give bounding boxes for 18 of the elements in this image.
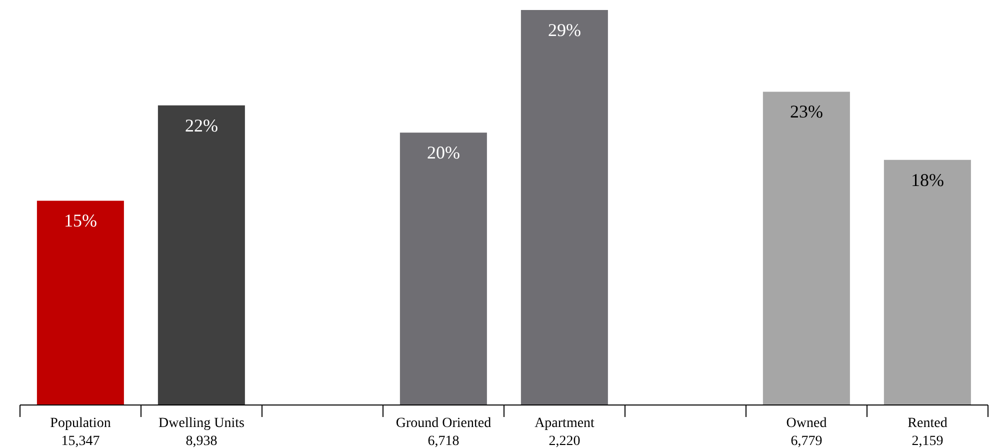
x-tick-label: Dwelling Units 8,938 bbox=[158, 416, 244, 448]
data-label: 15% bbox=[64, 210, 97, 231]
data-label: 29% bbox=[548, 20, 581, 40]
bar bbox=[158, 105, 245, 405]
bar bbox=[762, 92, 850, 405]
bar bbox=[884, 160, 971, 405]
bar bbox=[400, 132, 487, 405]
bar bbox=[520, 10, 608, 405]
bar bbox=[36, 200, 124, 405]
data-label: 18% bbox=[910, 170, 944, 190]
data-label: 22% bbox=[184, 115, 218, 136]
x-tick-label: Ground Oriented 6,718 bbox=[396, 416, 492, 448]
x-tick-label: Rented 2,159 bbox=[908, 416, 948, 448]
data-label: 20% bbox=[426, 142, 460, 163]
x-tick-label: Owned 6,779 bbox=[786, 416, 827, 448]
x-tick-label: Apartment 2,220 bbox=[534, 416, 595, 448]
x-tick-label: Population 15,347 bbox=[50, 416, 111, 448]
data-label: 23% bbox=[790, 102, 823, 122]
